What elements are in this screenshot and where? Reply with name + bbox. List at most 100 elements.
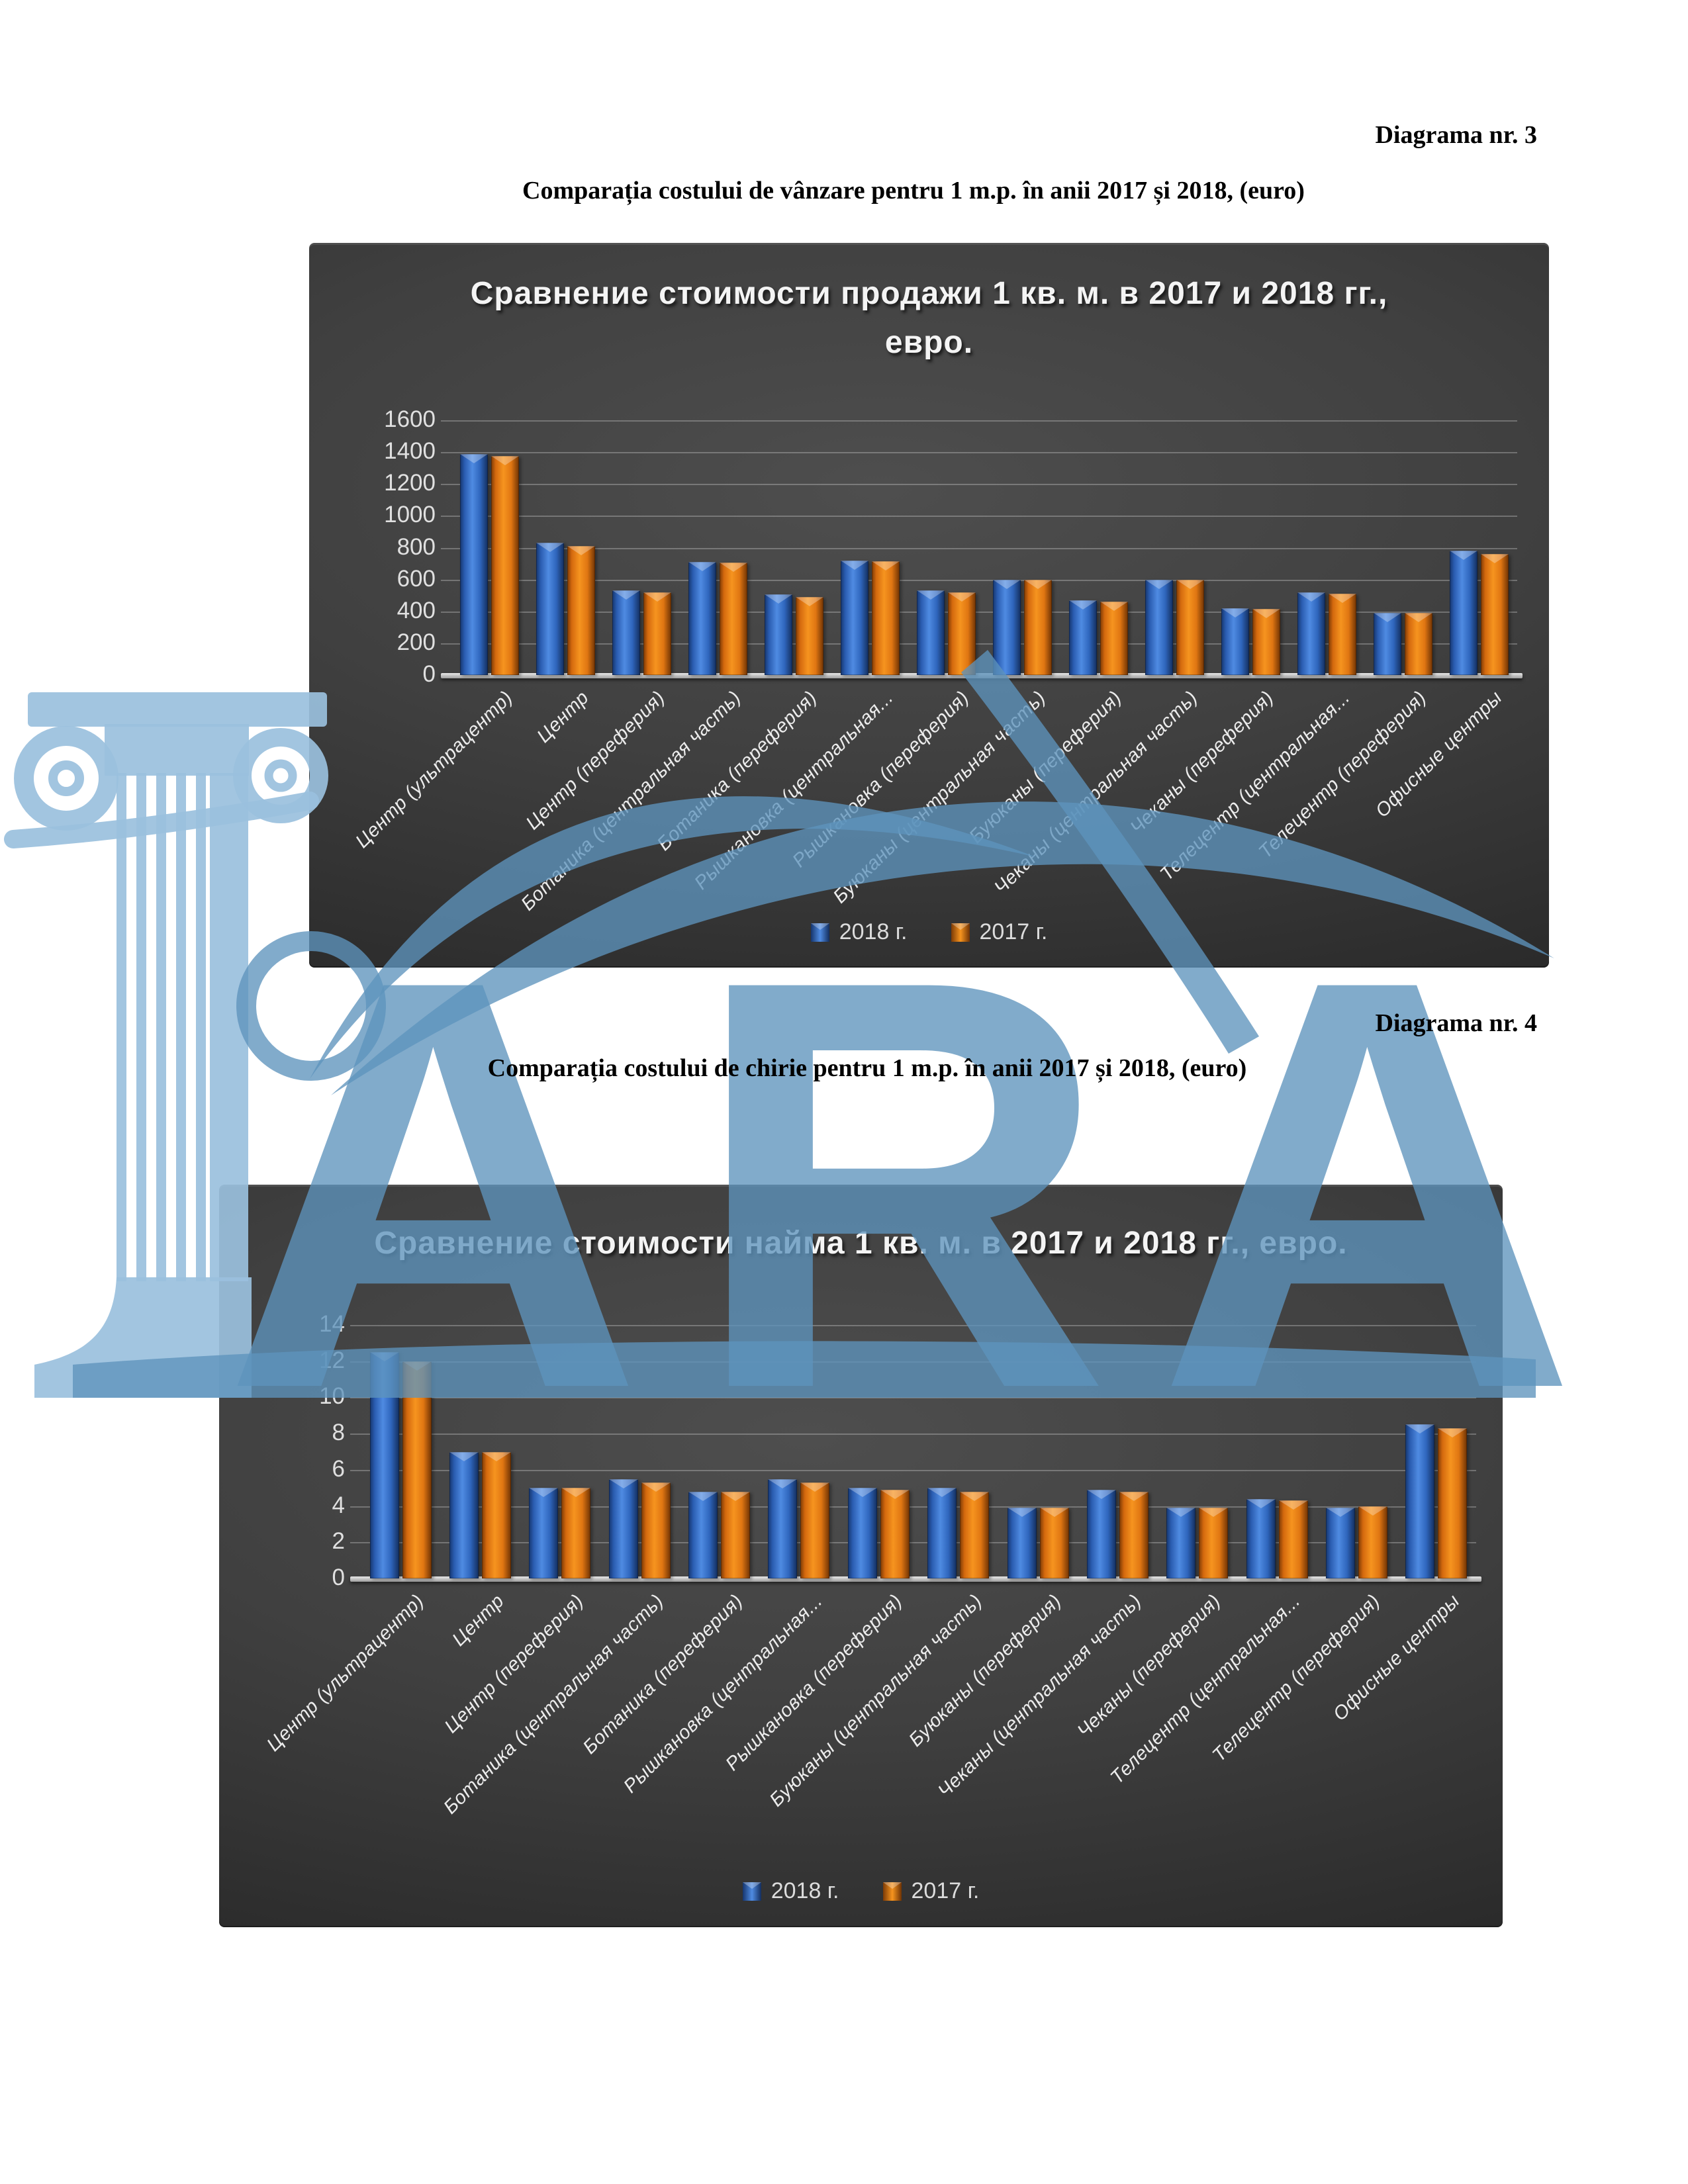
bar-pair [908, 420, 984, 675]
legend-swatch-2018-icon [742, 1882, 761, 1901]
bar-pair [839, 1325, 918, 1578]
diagram-3-caption: Diagrama nr. 3 [1375, 121, 1537, 149]
gridline [441, 547, 1517, 549]
bar-pair [1158, 1325, 1237, 1578]
gridline [350, 1469, 1476, 1471]
y-axis-tick: 1200 [384, 470, 436, 496]
bar-2017 [641, 1482, 671, 1578]
category-label: Буюканы (переферия) [965, 687, 1126, 848]
category-label: Центр (ультрацентр) [351, 687, 517, 852]
diagram-4-title: Comparația costului de chirie pentru 1 m… [487, 1054, 1247, 1082]
gridline [350, 1506, 1476, 1508]
category-label: Ботаника (переферия) [579, 1590, 747, 1758]
gridline [441, 452, 1517, 454]
bar-2017 [1039, 1508, 1069, 1578]
bar-2017 [1199, 1508, 1229, 1578]
bar-2017 [872, 561, 900, 675]
legend-item-2018: 2018 г. [810, 919, 908, 945]
gridline [350, 1325, 1476, 1326]
sale-price-comparison-chart: Сравнение стоимости продажи 1 кв. м. в 2… [309, 243, 1549, 968]
category-label: Чеканы (переферия) [1126, 687, 1278, 839]
y-axis-tick: 600 [397, 565, 436, 592]
bar-2017 [1481, 554, 1509, 675]
bar-2018 [536, 543, 564, 675]
y-axis-tick: 14 [319, 1311, 345, 1338]
legend-item-2018: 2018 г. [742, 1878, 839, 1904]
bar-2018 [768, 1479, 798, 1578]
legend-label-2018: 2018 г. [771, 1878, 839, 1903]
bar-2018 [1405, 1424, 1435, 1578]
bar-2018 [841, 560, 868, 675]
bar-2018 [612, 590, 640, 675]
chart-title: Сравнение стоимости продажи 1 кв. м. в 2… [470, 276, 1388, 361]
bar-2017 [491, 456, 519, 675]
bar-pair [919, 1325, 998, 1578]
bar-pair [998, 1325, 1078, 1578]
plot-area: 0 200 400 600 800 1000 1200 1400 1600 Центр (ульт… [352, 406, 1523, 915]
category-label: Центр [532, 687, 593, 747]
category-label: Центр (переферия) [440, 1590, 588, 1738]
bar-pair [756, 420, 832, 675]
bar-2017 [643, 592, 671, 675]
bar-2018 [608, 1479, 638, 1578]
bar-2017 [948, 592, 976, 675]
bar-pair [984, 420, 1060, 675]
bar-pair [1289, 420, 1365, 675]
category-label: Центр (ультрацентр) [263, 1590, 429, 1756]
y-axis-tick: 4 [332, 1492, 345, 1518]
legend-item-2017: 2017 г. [882, 1878, 979, 1904]
category-label: Ботаника (переферия) [653, 687, 821, 855]
bar-pair [759, 1325, 839, 1578]
category-label: Буюканы (переферия) [905, 1590, 1066, 1751]
legend-item-2017: 2017 г. [951, 919, 1048, 945]
bar-2018 [1374, 613, 1401, 675]
bar-2018 [847, 1488, 877, 1578]
plot-area: 0 2 4 6 8 10 12 14 Центр (ультрацентр) Центр Центр… [263, 1311, 1481, 1818]
category-label: Офисные центры [1371, 687, 1507, 822]
bar-2017 [1024, 579, 1052, 675]
bar-2017 [567, 546, 595, 675]
bar-pair [1078, 1325, 1157, 1578]
x-axis-line [350, 1576, 1481, 1582]
bar-2018 [529, 1488, 559, 1578]
legend-swatch-2018-icon [810, 923, 829, 942]
bar-2017 [796, 597, 823, 675]
bar-2017 [482, 1451, 512, 1578]
bar-pair [1317, 1325, 1396, 1578]
legend: 2018 г. 2017 г. [219, 1878, 1503, 1904]
gridline [441, 420, 1517, 422]
legend: 2018 г. 2017 г. [309, 919, 1549, 945]
y-axis-tick: 200 [397, 629, 436, 656]
bar-2018 [449, 1451, 479, 1578]
diagram-3-title: Comparația costului de vânzare pentru 1 … [522, 177, 1305, 205]
bar-pair [600, 1325, 679, 1578]
bar-pair [1397, 1325, 1476, 1578]
gridline [350, 1397, 1476, 1399]
bar-pair [1060, 420, 1137, 675]
bar-2017 [1405, 613, 1432, 675]
bar-2018 [993, 579, 1021, 675]
y-axis-tick: 2 [332, 1528, 345, 1555]
legend-label-2017: 2017 г. [979, 919, 1048, 944]
gridline [441, 611, 1517, 613]
bar-2017 [1119, 1491, 1149, 1578]
category-label: Центр [447, 1590, 508, 1651]
bar-2017 [720, 563, 747, 675]
bar-2018 [688, 562, 716, 675]
legend-swatch-2017-icon [951, 923, 970, 942]
bar-2017 [880, 1489, 910, 1578]
bar-pair [1237, 1325, 1317, 1578]
bar-2018 [369, 1352, 399, 1578]
bar-2017 [1176, 579, 1204, 675]
bar-2017 [1358, 1506, 1387, 1578]
y-axis-tick: 12 [319, 1347, 345, 1373]
gridline [441, 516, 1517, 518]
bar-2018 [1145, 579, 1173, 675]
bar-2018 [917, 590, 945, 675]
bar-pair [451, 420, 528, 675]
category-label: Центр (переферия) [522, 687, 669, 835]
bar-2018 [1166, 1508, 1196, 1578]
y-axis-tick: 1600 [384, 406, 436, 433]
gridline [441, 643, 1517, 645]
bar-pair [528, 420, 604, 675]
